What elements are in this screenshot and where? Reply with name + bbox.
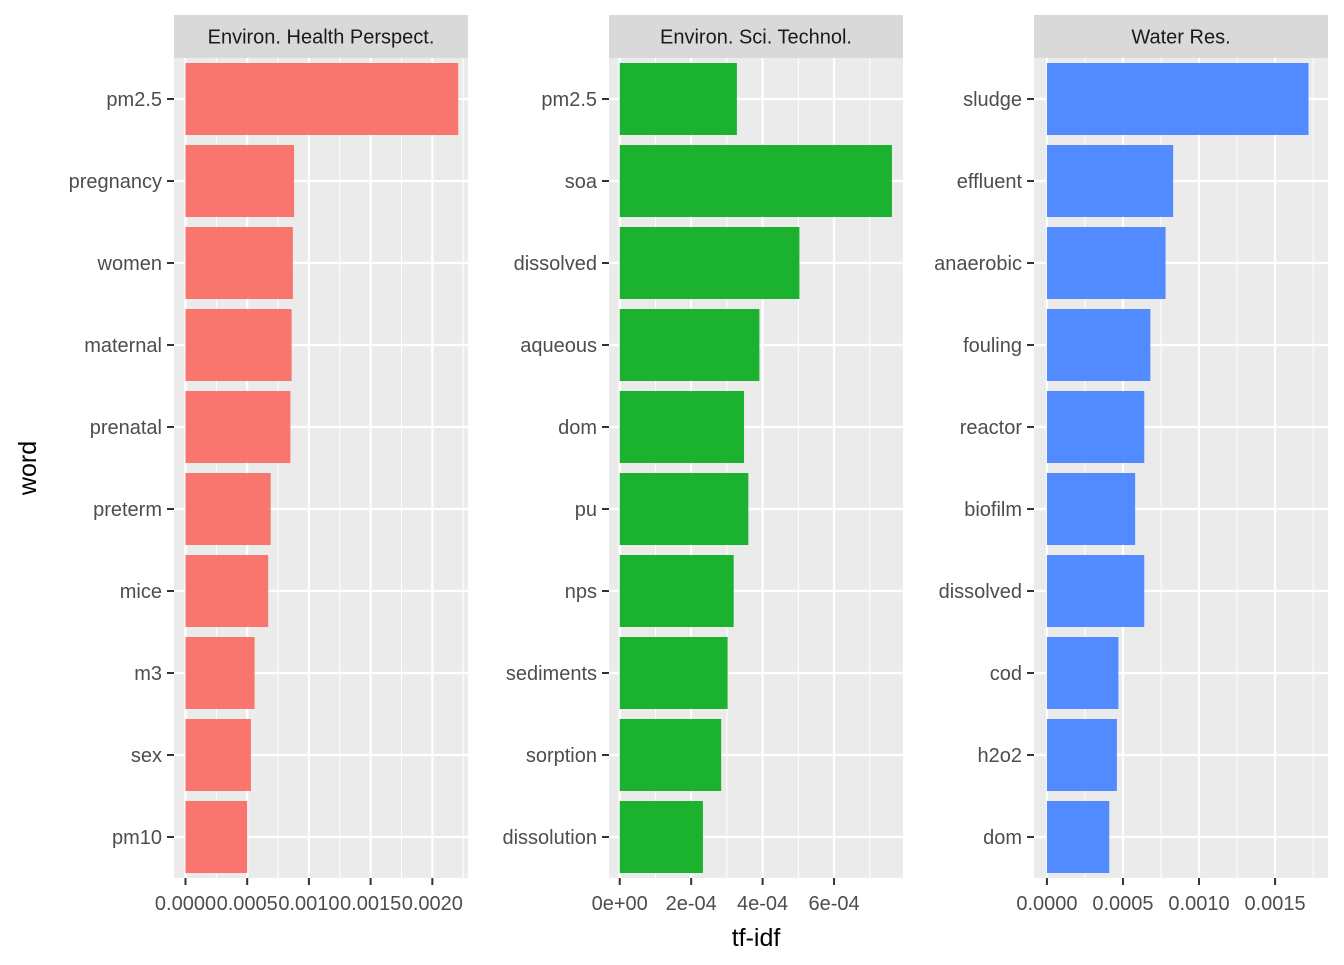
bar-fouling	[1046, 309, 1151, 381]
y-axis-title: word	[14, 441, 42, 496]
bar-preterm	[185, 473, 271, 545]
bar-h2o2	[1046, 719, 1117, 791]
x-tick-label: 0.0005	[217, 893, 278, 915]
y-tick-label: h2o2	[978, 745, 1023, 767]
y-tick-label: m3	[134, 663, 162, 685]
y-tick-label: effluent	[957, 171, 1023, 193]
bar-dom	[1046, 801, 1110, 873]
facet-strip	[1034, 15, 1328, 58]
bar-prenatal	[185, 391, 291, 463]
bar-pu	[619, 473, 749, 545]
y-tick-label: dom	[558, 417, 597, 439]
y-tick-label: women	[97, 253, 162, 275]
y-tick-label: maternal	[84, 335, 162, 357]
x-tick-label: 0.0005	[1092, 893, 1153, 915]
x-tick-label: 0.0010	[278, 893, 339, 915]
y-tick-label: aqueous	[520, 335, 597, 357]
x-tick-label: 0e+00	[592, 893, 648, 915]
bar-biofilm	[1046, 473, 1136, 545]
bar-pm2.5	[185, 63, 459, 135]
bar-reactor	[1046, 391, 1145, 463]
y-tick-label: fouling	[963, 335, 1022, 357]
bar-effluent	[1046, 145, 1174, 217]
x-tick-label: 0.0010	[1168, 893, 1229, 915]
bar-nps	[619, 555, 734, 627]
bar-soa	[619, 145, 892, 217]
x-axis-title: tf-idf	[732, 924, 781, 952]
bar-sorption	[619, 719, 722, 791]
bar-m3	[185, 637, 255, 709]
x-tick-label: 0.0000	[155, 893, 216, 915]
y-tick-label: pm2.5	[541, 89, 597, 111]
y-tick-label: dom	[983, 827, 1022, 849]
x-tick-label: 0.0000	[1016, 893, 1077, 915]
bar-cod	[1046, 637, 1119, 709]
facet-title: Environ. Sci. Technol.	[660, 27, 852, 49]
facet-title: Environ. Health Perspect.	[208, 27, 435, 49]
y-tick-label: dissolved	[939, 581, 1022, 603]
bar-dissolved	[619, 227, 800, 299]
x-tick-label: 6e-04	[808, 893, 859, 915]
y-tick-label: pm2.5	[106, 89, 162, 111]
bar-pm10	[185, 801, 248, 873]
y-tick-label: pm10	[112, 827, 162, 849]
facet-strip	[609, 15, 903, 58]
y-tick-label: reactor	[960, 417, 1023, 439]
y-tick-label: sorption	[526, 745, 597, 767]
bar-mice	[185, 555, 269, 627]
facet-strip	[174, 15, 468, 58]
y-tick-label: sex	[131, 745, 162, 767]
bar-anaerobic	[1046, 227, 1166, 299]
bar-sediments	[619, 637, 728, 709]
bar-maternal	[185, 309, 292, 381]
y-tick-label: cod	[990, 663, 1022, 685]
y-tick-label: soa	[565, 171, 598, 193]
y-tick-label: biofilm	[964, 499, 1022, 521]
y-tick-label: sludge	[963, 89, 1022, 111]
y-tick-label: dissolved	[514, 253, 597, 275]
y-tick-label: sediments	[506, 663, 597, 685]
y-tick-label: pu	[575, 499, 597, 521]
bar-pm2.5	[619, 63, 737, 135]
y-tick-label: dissolution	[502, 827, 597, 849]
y-tick-label: prenatal	[90, 417, 162, 439]
y-tick-label: nps	[565, 581, 597, 603]
x-tick-label: 2e-04	[666, 893, 717, 915]
y-tick-label: preterm	[93, 499, 162, 521]
bar-dom	[619, 391, 745, 463]
bar-dissolved	[1046, 555, 1145, 627]
facet-title: Water Res.	[1131, 27, 1230, 49]
bar-aqueous	[619, 309, 760, 381]
bar-sludge	[1046, 63, 1309, 135]
bar-pregnancy	[185, 145, 295, 217]
x-tick-label: 0.0020	[402, 893, 463, 915]
y-tick-label: mice	[120, 581, 162, 603]
x-tick-label: 0.0015	[340, 893, 401, 915]
bar-sex	[185, 719, 251, 791]
bar-women	[185, 227, 293, 299]
bar-dissolution	[619, 801, 703, 873]
y-tick-label: pregnancy	[69, 171, 162, 193]
x-tick-label: 0.0015	[1244, 893, 1305, 915]
x-tick-label: 4e-04	[737, 893, 788, 915]
y-tick-label: anaerobic	[934, 253, 1022, 275]
